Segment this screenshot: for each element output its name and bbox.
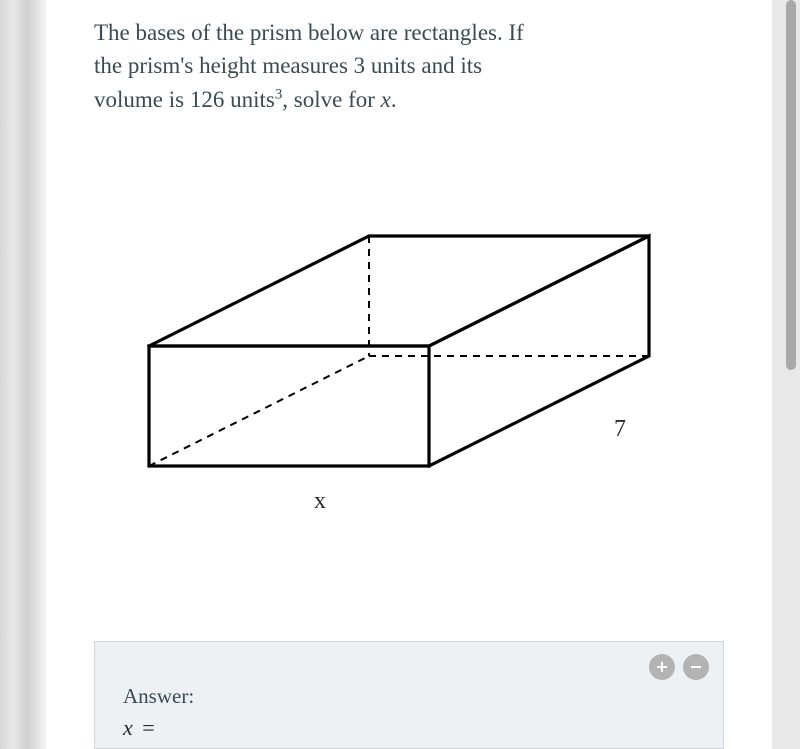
label-depth: 7 xyxy=(614,416,626,442)
q-line3c: . xyxy=(391,87,397,112)
add-button[interactable] xyxy=(649,654,675,680)
answer-panel: Answer: x = xyxy=(94,641,724,749)
answer-lhs: x xyxy=(123,715,133,740)
q-line1: The bases of the prism below are rectang… xyxy=(94,20,524,45)
answer-eq-sign: = xyxy=(138,715,155,740)
label-width: x xyxy=(314,488,326,514)
q-var: x xyxy=(381,87,391,112)
face-front xyxy=(149,346,429,466)
remove-button[interactable] xyxy=(683,654,709,680)
edge-left-bottom-depth xyxy=(149,356,369,466)
minus-icon xyxy=(689,660,703,674)
q-line2: the prism's height measures 3 units and … xyxy=(94,53,482,78)
face-top xyxy=(149,236,649,346)
answer-label: Answer: xyxy=(123,684,695,709)
page-edge-left xyxy=(0,0,46,749)
page-edge-right xyxy=(772,0,800,749)
q-line3a: volume is 126 units xyxy=(94,87,275,112)
scrollbar[interactable] xyxy=(786,0,796,370)
diagram-container: 7 x xyxy=(94,226,724,531)
pm-controls xyxy=(649,654,709,680)
prism-diagram: 7 x xyxy=(129,226,689,526)
question-text: The bases of the prism below are rectang… xyxy=(94,16,724,116)
plus-icon xyxy=(655,660,669,674)
content-card: The bases of the prism below are rectang… xyxy=(46,0,772,749)
answer-equation: x = xyxy=(123,715,695,741)
q-line3b: , solve for xyxy=(282,87,380,112)
